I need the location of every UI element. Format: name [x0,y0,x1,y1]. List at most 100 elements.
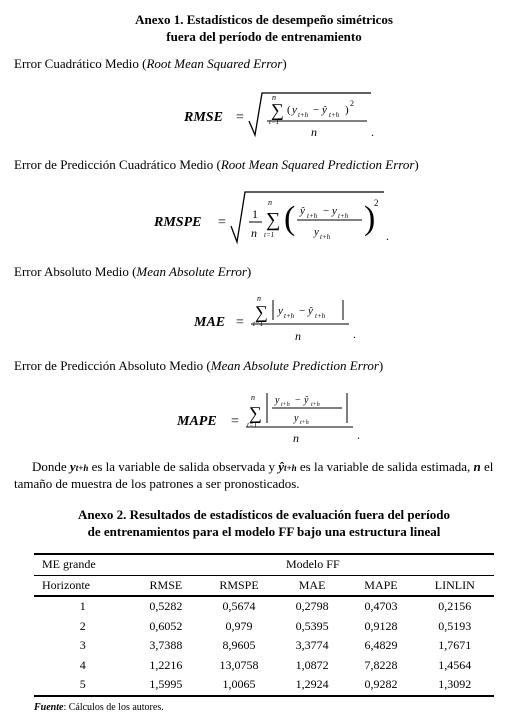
svg-text:t=1: t=1 [264,231,274,239]
svg-text:.: . [371,125,374,139]
cell: 5 [34,675,132,696]
svg-text:t=1: t=1 [253,320,263,328]
var-n: n [474,459,481,474]
svg-text:∑: ∑ [255,302,268,322]
svg-text:MAPE: MAPE [176,414,217,429]
svg-text:t=1: t=1 [247,421,257,429]
table-group-header: ME grande Modelo FF [34,554,494,575]
anexo2-heading: Anexo 2. Resultados de estadísticos de e… [14,507,514,541]
svg-text:y: y [313,226,319,238]
cell: 1,4564 [416,656,494,676]
col-horizonte: Horizonte [34,575,132,596]
col-mae: MAE [278,575,347,596]
anexo2-title-line1: Anexo 2. Resultados de estadísticos de e… [78,507,450,522]
table-row: 4 1,2216 13,0758 1,0872 7,8228 1,4564 [34,656,494,676]
cell: 0,2156 [416,596,494,617]
cell: 0,4703 [346,596,415,617]
svg-text:t+h: t+h [298,111,309,119]
svg-text:∑: ∑ [249,403,262,423]
rmspe-formula: RMSPE = 1 n ∑ n t=1 ( ) 2 ŷ t+h − y t+h … [14,182,514,254]
svg-text:=: = [236,110,244,125]
svg-text:RMSE: RMSE [183,110,223,125]
sub-th-1: t+h [76,463,89,473]
table-row: 5 1,5995 1,0065 1,2924 0,9282 1,3092 [34,675,494,696]
variables-explain: Donde yt+h es la variable de salida obse… [14,459,514,493]
cell: 0,5193 [416,617,494,637]
anexo1-title-line1: Anexo 1. Estadísticos de desempeño simét… [14,12,514,29]
svg-text:=: = [236,315,244,330]
rmspe-label: Error de Predicción Cuadrático Medio (Ro… [14,157,514,174]
svg-text:=: = [218,215,226,230]
cell: 3 [34,636,132,656]
svg-text:1: 1 [252,207,258,221]
svg-text:(: ( [287,104,291,116]
mape-es: Error de Predicción Absoluto Medio ( [14,358,211,373]
me-grande-label: ME grande [34,554,132,575]
svg-text:t+h: t+h [307,212,318,220]
svg-text:): ) [345,104,349,116]
modelo-ff-label: Modelo FF [132,554,494,575]
svg-text:−: − [323,205,329,217]
svg-text:−: − [313,104,319,116]
mae-es: Error Absoluto Medio ( [14,264,136,279]
anexo1-heading: Anexo 1. Estadísticos de desempeño simét… [14,12,514,46]
svg-text:t+h: t+h [311,402,320,408]
svg-text:y: y [331,205,337,217]
svg-text:y: y [274,395,280,406]
svg-text:n: n [251,226,257,240]
source-label: Fuente [34,702,63,713]
cell: 1,0872 [278,656,347,676]
svg-text:n: n [268,198,272,207]
rmse-es: Error Cuadrático Medio ( [14,56,146,71]
svg-text:n: n [293,431,299,445]
cell: 0,5395 [278,617,347,637]
cell: 0,979 [200,617,278,637]
svg-text:∑: ∑ [266,209,280,231]
table-row: 3 3,7388 8,9605 3,3774 6,4829 1,7671 [34,636,494,656]
mape-close: ) [379,358,383,373]
col-rmse: RMSE [132,575,201,596]
cell: 7,8228 [346,656,415,676]
mape-label: Error de Predicción Absoluto Medio (Mean… [14,358,514,375]
svg-text:t+h: t+h [281,402,290,408]
svg-text:t+h: t+h [338,212,349,220]
cell: 6,4829 [346,636,415,656]
svg-text:n: n [272,93,276,102]
svg-text:t=1: t=1 [269,118,279,126]
results-table: ME grande Modelo FF Horizonte RMSE RMSPE… [34,553,494,697]
mae-close: ) [247,264,251,279]
svg-text:t+h: t+h [315,312,326,320]
anexo1-title-line2: fuera del período de entrenamiento [14,29,514,46]
table-row: 1 0,5282 0,5674 0,2798 0,4703 0,2156 [34,596,494,617]
svg-text:y: y [291,104,297,116]
svg-text:n: n [251,393,255,402]
rmse-close: ) [282,56,286,71]
cell: 0,9282 [346,675,415,696]
svg-text:ŷ: ŷ [307,305,313,317]
cell: 0,5674 [200,596,278,617]
svg-text:n: n [257,294,261,303]
cell: 3,7388 [132,636,201,656]
cell: 0,6052 [132,617,201,637]
svg-text:t+h: t+h [300,420,309,426]
cell: 8,9605 [200,636,278,656]
mae-en: Mean Absolute Error [136,264,247,279]
svg-text:t+h: t+h [284,312,295,320]
cell: 1,3092 [416,675,494,696]
rmse-label: Error Cuadrático Medio (Root Mean Square… [14,56,514,73]
anexo2-title-line2: de entrenamientos para el modelo FF bajo… [88,524,441,539]
mae-formula: MAE = ∑ n t=1 y t+h − ŷ t+h n . [14,288,514,348]
mae-label: Error Absoluto Medio (Mean Absolute Erro… [14,264,514,281]
table-source: Fuente: Cálculos de los autores. [34,701,514,714]
col-mape: MAPE [346,575,415,596]
svg-text:RMSPE: RMSPE [153,215,201,230]
svg-text:y: y [277,305,283,317]
col-linlin: LINLIN [416,575,494,596]
explain-pre: Donde [32,459,70,474]
svg-text:ŷ: ŷ [299,205,305,217]
table-header-row: Horizonte RMSE RMSPE MAE MAPE LINLIN [34,575,494,596]
cell: 0,9128 [346,617,415,637]
cell: 0,2798 [278,596,347,617]
explain-mid1: es la variable de salida observada y [88,459,278,474]
rmspe-es: Error de Predicción Cuadrático Medio ( [14,157,221,172]
